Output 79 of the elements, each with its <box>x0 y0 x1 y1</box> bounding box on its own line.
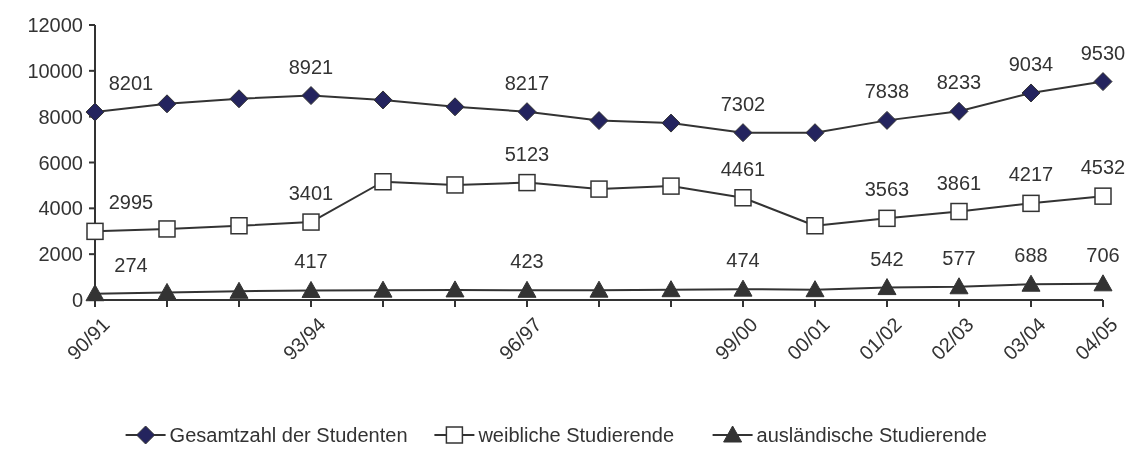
point <box>1021 83 1041 103</box>
point <box>446 176 464 194</box>
y-tick-label: 6000 <box>38 151 83 174</box>
point <box>518 173 536 192</box>
data-label: 542 <box>870 247 904 270</box>
point <box>589 111 609 131</box>
point <box>661 113 681 133</box>
point <box>662 177 680 195</box>
point <box>445 97 465 117</box>
data-label: 417 <box>294 250 328 273</box>
point <box>229 281 249 299</box>
point <box>230 217 248 235</box>
data-label: 8201 <box>108 72 154 95</box>
point <box>445 280 465 298</box>
point <box>949 277 969 295</box>
point <box>1022 194 1040 213</box>
data-label: 7302 <box>720 92 766 115</box>
legend-label: Gesamtzahl der Studenten <box>169 424 408 446</box>
point <box>517 102 537 122</box>
data-label: 9034 <box>1008 52 1054 75</box>
data-label: 8921 <box>288 55 334 78</box>
y-tick-label: 2000 <box>38 243 83 266</box>
y-tick-label: 12000 <box>27 14 83 36</box>
data-label: 7838 <box>864 80 910 103</box>
point <box>734 189 752 207</box>
point <box>86 222 104 241</box>
data-label: 8233 <box>936 71 982 94</box>
point <box>878 209 896 228</box>
point <box>1093 72 1113 92</box>
point <box>157 282 177 300</box>
point <box>950 202 968 221</box>
data-label: 2995 <box>108 191 154 214</box>
data-label: 423 <box>510 250 544 273</box>
point <box>373 90 393 110</box>
point <box>877 278 897 296</box>
data-label: 9530 <box>1080 41 1126 64</box>
data-label: 688 <box>1014 244 1048 267</box>
point <box>373 280 393 298</box>
point <box>1094 187 1112 205</box>
y-tick-label: 10000 <box>27 59 83 82</box>
data-label: 4532 <box>1080 156 1126 179</box>
point <box>157 94 177 114</box>
point <box>302 213 320 231</box>
point <box>805 123 825 143</box>
point <box>733 279 753 297</box>
point <box>589 280 609 298</box>
legend-label: weibliche Studierende <box>477 424 675 446</box>
point <box>85 284 105 302</box>
y-tick-label: 8000 <box>38 105 83 128</box>
point <box>158 220 176 238</box>
data-label: 3861 <box>936 171 982 194</box>
point <box>301 86 321 106</box>
data-label: 474 <box>726 249 760 272</box>
point <box>806 217 824 235</box>
point <box>805 280 825 298</box>
point <box>301 280 321 298</box>
y-tick-label: 4000 <box>38 197 83 220</box>
data-label: 4217 <box>1008 163 1054 186</box>
point <box>949 101 969 121</box>
point <box>85 102 105 122</box>
y-tick-label: 0 <box>71 289 83 311</box>
data-label: 3563 <box>864 178 910 201</box>
point <box>1021 274 1041 292</box>
point <box>590 180 608 198</box>
point <box>229 89 249 109</box>
data-label: 274 <box>114 253 148 276</box>
data-label: 4461 <box>720 157 766 180</box>
data-label: 577 <box>942 246 976 269</box>
data-label: 8217 <box>504 71 550 94</box>
point <box>374 173 392 191</box>
data-label: 5123 <box>504 142 550 165</box>
point <box>877 110 897 130</box>
legend-label: ausländische Studierende <box>756 424 987 446</box>
point <box>1093 274 1113 292</box>
point <box>661 280 681 298</box>
data-label: 706 <box>1086 243 1120 266</box>
point <box>517 280 537 298</box>
data-label: 3401 <box>288 182 334 205</box>
point <box>733 123 753 143</box>
